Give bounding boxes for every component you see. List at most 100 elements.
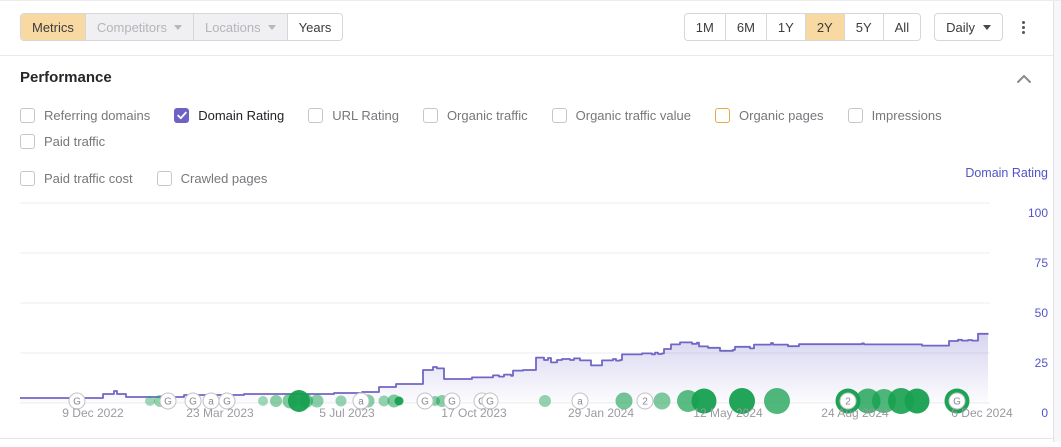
range-button-2y[interactable]: 2Y bbox=[805, 14, 845, 40]
range-button-1y[interactable]: 1Y bbox=[766, 14, 806, 40]
x-axis-tick: 29 Jan 2024 bbox=[568, 406, 634, 420]
svg-text:G: G bbox=[448, 397, 456, 408]
x-axis-tick: 23 Mar 2023 bbox=[186, 406, 254, 420]
range-button-5y[interactable]: 5Y bbox=[844, 14, 884, 40]
tab-label: Locations bbox=[204, 19, 261, 35]
filter-label: Domain Rating bbox=[198, 108, 285, 123]
update-marker-dot[interactable] bbox=[299, 394, 313, 408]
domain-rating-area bbox=[20, 333, 988, 403]
y-axis-tick: 100 bbox=[1028, 206, 1048, 220]
update-marker-badge-g[interactable]: G bbox=[218, 392, 236, 410]
svg-text:2: 2 bbox=[845, 397, 851, 408]
performance-chart-area: Domain Rating0255075100GGGaGaGGGGa22G9 D… bbox=[0, 163, 1061, 442]
update-marker-dot[interactable] bbox=[310, 394, 324, 408]
checkbox-unchecked-icon bbox=[847, 108, 863, 123]
range-button-6m[interactable]: 6M bbox=[725, 14, 767, 40]
update-marker-badge-a[interactable]: a bbox=[352, 392, 370, 410]
tab-years[interactable]: Years bbox=[287, 14, 343, 40]
range-button-all[interactable]: All bbox=[883, 14, 921, 40]
toolbar-divider bbox=[0, 55, 1053, 56]
update-marker-dot[interactable] bbox=[258, 396, 268, 406]
domain-rating-line bbox=[20, 332, 989, 399]
update-marker-badge-a[interactable]: a bbox=[571, 392, 589, 410]
tab-metrics[interactable]: Metrics bbox=[21, 14, 86, 40]
y-axis-tick: 75 bbox=[1035, 256, 1049, 270]
chevron-down-icon bbox=[267, 24, 276, 30]
filter-label: Referring domains bbox=[44, 108, 151, 123]
metric-filter-list: Referring domains Domain Rating URL Rating… bbox=[20, 108, 1050, 186]
chevron-down-icon bbox=[173, 24, 182, 30]
update-marker-dot[interactable] bbox=[615, 392, 633, 410]
update-marker-badge-g[interactable]: G bbox=[481, 392, 499, 410]
x-axis-tick: 24 Aug 2024 bbox=[821, 406, 889, 420]
metric-tab-group: Metrics Competitors Locations Years bbox=[20, 13, 344, 41]
tab-locations: Locations bbox=[193, 14, 288, 40]
toolbar-right-group: 1M 6M 1Y 2Y 5Y All Daily bbox=[683, 13, 1031, 41]
tab-label: Competitors bbox=[96, 19, 167, 35]
update-marker-badge-2[interactable]: 2 bbox=[636, 392, 654, 410]
y-axis-tick: 25 bbox=[1035, 356, 1049, 370]
filter-checkbox-referring-domains[interactable]: Referring domains bbox=[20, 108, 150, 123]
chevron-down-icon bbox=[983, 24, 991, 30]
update-marker-badge-g[interactable]: G bbox=[944, 388, 970, 414]
update-marker-dot[interactable] bbox=[270, 395, 282, 407]
filter-label: Crawled pages bbox=[180, 171, 268, 186]
update-marker-dot[interactable] bbox=[691, 388, 717, 414]
svg-text:G: G bbox=[189, 397, 197, 408]
update-marker-dot[interactable] bbox=[145, 396, 155, 406]
filter-checkbox-impressions[interactable]: Impressions bbox=[847, 108, 942, 123]
svg-text:G: G bbox=[421, 397, 429, 408]
x-axis-tick: 17 Oct 2023 bbox=[441, 406, 507, 420]
filter-checkbox-organic-traffic-value[interactable]: Organic traffic value bbox=[551, 108, 691, 123]
update-marker-dot[interactable] bbox=[539, 395, 551, 407]
checkbox-unchecked-icon bbox=[156, 171, 172, 186]
update-marker-dot[interactable] bbox=[378, 395, 390, 407]
svg-text:G: G bbox=[223, 397, 231, 408]
filter-checkbox-organic-pages[interactable]: Organic pages bbox=[715, 108, 824, 123]
update-marker-badge-g[interactable]: G bbox=[184, 392, 202, 410]
filter-label: Paid traffic cost bbox=[44, 171, 133, 186]
chevron-up-icon bbox=[1017, 75, 1031, 83]
update-marker-dot[interactable] bbox=[653, 392, 671, 410]
x-axis-tick: 6 Dec 2024 bbox=[951, 406, 1013, 420]
svg-text:2: 2 bbox=[642, 397, 648, 408]
update-marker-dot[interactable] bbox=[904, 388, 930, 414]
filter-checkbox-paid-traffic[interactable]: Paid traffic bbox=[20, 134, 105, 149]
update-marker-badge-g[interactable]: G bbox=[416, 392, 434, 410]
section-title: Performance bbox=[20, 69, 112, 86]
top-toolbar: Metrics Competitors Locations Years 1M 6M 1Y 2… bbox=[20, 13, 1031, 41]
section-bottom-divider bbox=[0, 438, 1053, 439]
range-button-1m[interactable]: 1M bbox=[684, 14, 726, 40]
performance-chart: Domain Rating0255075100GGGaGaGGGGa22G9 D… bbox=[20, 166, 1049, 420]
checkbox-unchecked-icon bbox=[551, 108, 567, 123]
checkbox-unchecked-icon bbox=[422, 108, 438, 123]
filter-checkbox-crawled-pages[interactable]: Crawled pages bbox=[156, 171, 268, 186]
svg-text:a: a bbox=[208, 397, 214, 408]
update-marker-badge-g[interactable]: G bbox=[68, 392, 86, 410]
update-marker-dot[interactable] bbox=[764, 388, 790, 414]
svg-text:G: G bbox=[953, 397, 961, 408]
filter-label: URL Rating bbox=[332, 108, 399, 123]
update-marker-dot[interactable] bbox=[335, 395, 347, 407]
filter-checkbox-organic-traffic[interactable]: Organic traffic bbox=[422, 108, 528, 123]
kebab-menu-icon[interactable] bbox=[1016, 17, 1031, 38]
filter-checkbox-paid-traffic-cost[interactable]: Paid traffic cost bbox=[20, 171, 133, 186]
checkbox-unchecked-icon bbox=[20, 171, 35, 186]
svg-text:G: G bbox=[73, 397, 81, 408]
update-marker-badge-g[interactable]: G bbox=[159, 392, 177, 410]
svg-text:G: G bbox=[164, 397, 172, 408]
y-axis-title: Domain Rating bbox=[965, 166, 1048, 180]
x-axis-tick: 5 Jul 2023 bbox=[319, 406, 375, 420]
y-axis-tick: 50 bbox=[1035, 306, 1049, 320]
update-marker-badge-2[interactable]: 2 bbox=[835, 388, 861, 414]
update-marker-dot[interactable] bbox=[394, 396, 404, 406]
filter-checkbox-domain-rating[interactable]: Domain Rating bbox=[174, 108, 284, 123]
update-marker-dot[interactable] bbox=[729, 388, 755, 414]
filter-checkbox-url-rating[interactable]: URL Rating bbox=[308, 108, 399, 123]
filter-label: Organic pages bbox=[739, 108, 824, 123]
granularity-dropdown[interactable]: Daily bbox=[934, 13, 1003, 41]
tab-label: Years bbox=[298, 19, 332, 35]
collapse-section-button[interactable] bbox=[1013, 69, 1035, 89]
scrollbar-track[interactable] bbox=[1053, 1, 1061, 442]
update-marker-badge-g[interactable]: G bbox=[443, 392, 461, 410]
